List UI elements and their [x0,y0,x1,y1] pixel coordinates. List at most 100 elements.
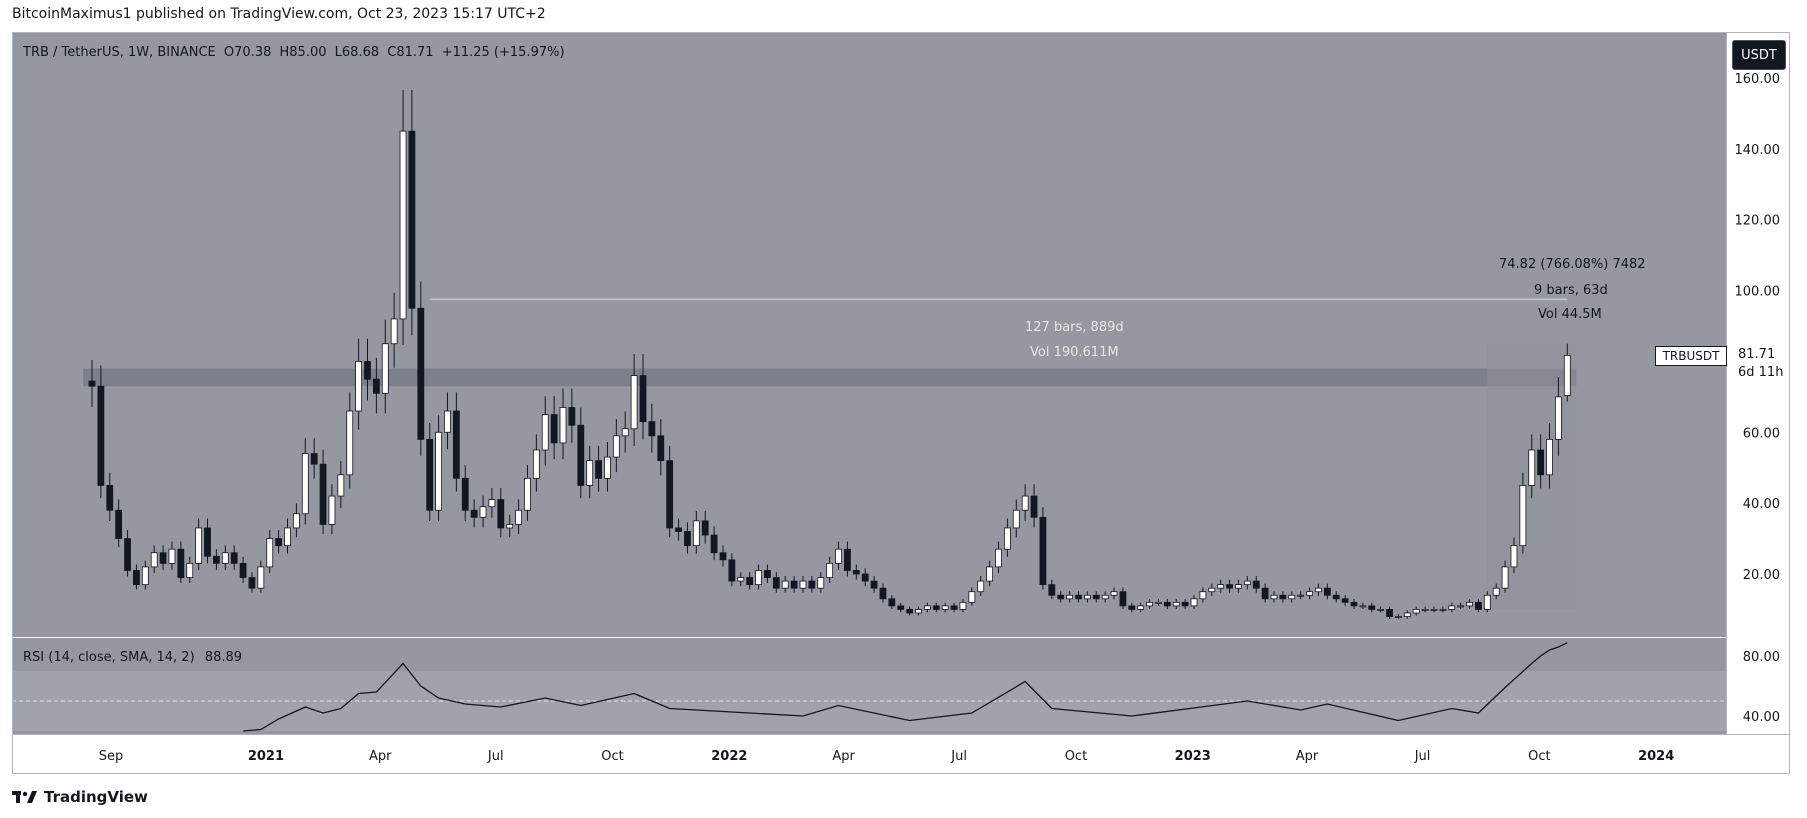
price-tick-label: 140.00 [1735,143,1781,158]
candle-body-down [861,573,869,582]
tradingview-brand[interactable]: TradingView [12,788,148,806]
candle [115,499,123,548]
time-tick-label: Sep [99,749,124,764]
candle-body-down [888,598,896,607]
candle-body-up [141,566,149,586]
candle-body-up [835,548,842,564]
candle-body-up [1519,485,1527,547]
candle [1057,591,1065,603]
candle-body-down [1252,580,1260,589]
brand-name: TradingView [44,788,148,806]
candle-body-up [1448,605,1456,610]
candle [586,445,594,499]
candle [408,90,416,336]
candle [675,518,682,541]
candle-body-up [1403,612,1411,617]
candle-body-up [586,460,594,486]
candle [861,568,869,587]
candle-body-up [1430,609,1438,611]
candle [737,572,745,587]
candle [248,572,256,593]
time-tick-label: Apr [369,749,392,764]
candle [239,556,247,583]
candle-body-down [577,424,585,486]
candle-body-down [248,577,256,589]
high-value: 85.00 [289,45,327,60]
candle-body-up [604,456,611,479]
candle [1457,602,1465,610]
candle [159,545,167,570]
candle [1403,610,1411,619]
candle [1243,575,1251,590]
candle [88,359,96,407]
chart-frame [12,32,1790,774]
candle [764,564,771,583]
candle-body-up [381,343,389,394]
measure-right-change: 74.82 (766.08%) 7482 [1499,257,1646,272]
candle [1448,602,1456,613]
candle [284,518,291,554]
candle [968,587,976,606]
price-tick-label: 60.00 [1743,426,1780,441]
candle-body-down [1092,594,1100,600]
candle-body-up [1359,605,1367,608]
candle [1048,579,1056,600]
currency-button[interactable]: USDT [1732,40,1786,70]
candle [1128,602,1136,613]
candle [461,465,469,521]
candle [488,487,496,518]
candle [808,575,816,593]
candle-body-up [1101,594,1109,600]
candle-body-up [1137,605,1145,610]
candle-body-down [97,385,105,486]
time-tick-label: Oct [1065,749,1087,764]
candle-body-up [941,605,949,610]
candle [1475,598,1482,613]
candle [701,510,709,544]
time-tick-label: 2024 [1638,749,1674,764]
candle-body-down [932,605,940,610]
time-tick-label: Apr [1296,749,1319,764]
candle [817,572,825,593]
candle-body-up [692,520,700,547]
time-tick-label: Apr [832,749,855,764]
candle-body-down [497,499,505,529]
candle [372,357,380,414]
candle [1101,591,1109,603]
candle [1288,591,1296,603]
time-tick-label: 2023 [1175,749,1211,764]
candle [319,449,327,535]
candle [390,292,398,368]
candle [657,419,665,476]
candle [915,606,922,616]
candle-body-up [1421,609,1429,611]
candle [559,388,567,460]
candle [1546,422,1553,489]
price-tag-price: 81.71 [1738,347,1776,362]
candle-body-up [959,601,967,610]
chart-canvas[interactable]: 20.00 40.00 60.00 80.00 100.00 120.00 140.00 16… [12,32,1790,774]
candle-body-down [461,477,469,511]
candle-body-up [506,523,514,529]
candle-body-down [213,555,220,564]
candle-body-up [1555,396,1562,440]
candle-body-up [1217,584,1225,589]
candle [230,545,238,570]
candle-body-up [168,548,176,564]
candle-body-up [755,570,762,586]
candle [497,487,505,538]
candle [417,281,425,456]
candle-body-down [1030,495,1038,518]
candle [1519,472,1527,554]
candle-body-up [1315,587,1322,593]
candles-layer [88,90,1571,619]
candle [195,518,203,570]
candle-body-down [372,378,380,394]
low-label: L [334,45,342,60]
candle-body-up [1510,545,1518,568]
candle [1563,343,1571,402]
candle-body-down [1475,601,1482,610]
candle-body-down [1323,587,1331,596]
candle-body-up [284,527,291,547]
candle-body-up [621,428,629,437]
